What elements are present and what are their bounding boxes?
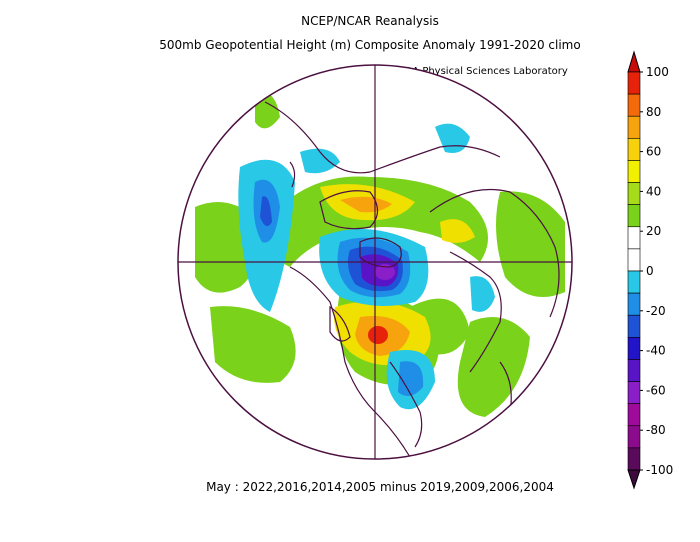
colorbar-swatch	[627, 226, 641, 250]
colorbar-label: 40	[646, 184, 661, 198]
coastline-europe	[449, 251, 502, 373]
coastline-greenland	[319, 190, 379, 230]
anomaly-positive-atlantic	[457, 317, 530, 417]
anomaly-positive-scandinavia	[440, 219, 475, 243]
colorbar-swatch	[627, 160, 641, 183]
anomaly-negative-eurasia	[470, 276, 495, 312]
composite-caption: May : 2022,2016,2014,2005 minus 2019,200…	[206, 480, 554, 494]
colorbar-swatch	[627, 359, 641, 382]
colorbar-swatch	[627, 381, 641, 404]
title-line-2: 500mb Geopotential Height (m) Composite …	[159, 38, 581, 52]
colorbar-bottom-arrow	[627, 469, 641, 490]
coastline-arctic-islands	[359, 237, 402, 268]
colorbar-swatch	[627, 403, 641, 427]
anomaly-positive-north-orange	[340, 196, 392, 213]
colorbar-label: -60	[646, 383, 666, 397]
colorbar-swatch	[627, 204, 641, 228]
colorbar-swatch	[627, 292, 641, 316]
coastline-japan	[289, 161, 296, 188]
colorbar-label: -40	[646, 344, 666, 358]
colorbar: 100 80 60 40 20 0 -20 -40 -60 -80 -100	[627, 50, 673, 490]
colorbar-label: 20	[646, 224, 661, 238]
colorbar-swatch	[627, 182, 641, 205]
coastline-eurasia	[429, 189, 560, 318]
colorbar-label: -100	[646, 463, 673, 477]
colorbar-top-arrow	[627, 50, 641, 73]
anomaly-negative-pacific-deep	[260, 196, 272, 226]
colorbar-swatch	[627, 71, 641, 95]
colorbar-label: 80	[646, 105, 661, 119]
colorbar-swatch	[627, 248, 641, 272]
coastline-north-america	[289, 266, 411, 458]
colorbar-label: -80	[646, 423, 666, 437]
colorbar-label: -20	[646, 304, 666, 318]
colorbar-swatch	[627, 115, 641, 139]
anomaly-positive-south-pacific	[210, 306, 296, 383]
colorbar-label: 60	[646, 145, 661, 159]
colorbar-swatch	[627, 138, 641, 161]
colorbar-swatch	[627, 447, 641, 471]
anomaly-positive-peak	[368, 326, 388, 344]
colorbar-swatch	[627, 314, 641, 338]
colorbar-label: 0	[646, 264, 654, 278]
colorbar-swatch	[627, 93, 641, 117]
title-line-1: NCEP/NCAR Reanalysis	[301, 14, 439, 28]
anomaly-positive-europe	[496, 191, 565, 297]
coastline-south-america	[389, 361, 423, 448]
colorbar-swatch	[627, 337, 641, 360]
anomaly-negative-peak	[375, 264, 395, 280]
credit-label: NOAA Physical Sciences Laboratory	[390, 66, 568, 77]
polar-map	[177, 64, 573, 460]
colorbar-label: 100	[646, 65, 669, 79]
colorbar-swatch	[627, 425, 641, 449]
anomaly-negative-east-asia	[300, 148, 340, 174]
map-border	[177, 64, 573, 460]
anomaly-negative-atlantic-core	[398, 361, 424, 396]
coastline-asia-pacific	[264, 101, 501, 174]
colorbar-swatch	[627, 270, 641, 294]
coastline-hudson	[329, 305, 351, 342]
